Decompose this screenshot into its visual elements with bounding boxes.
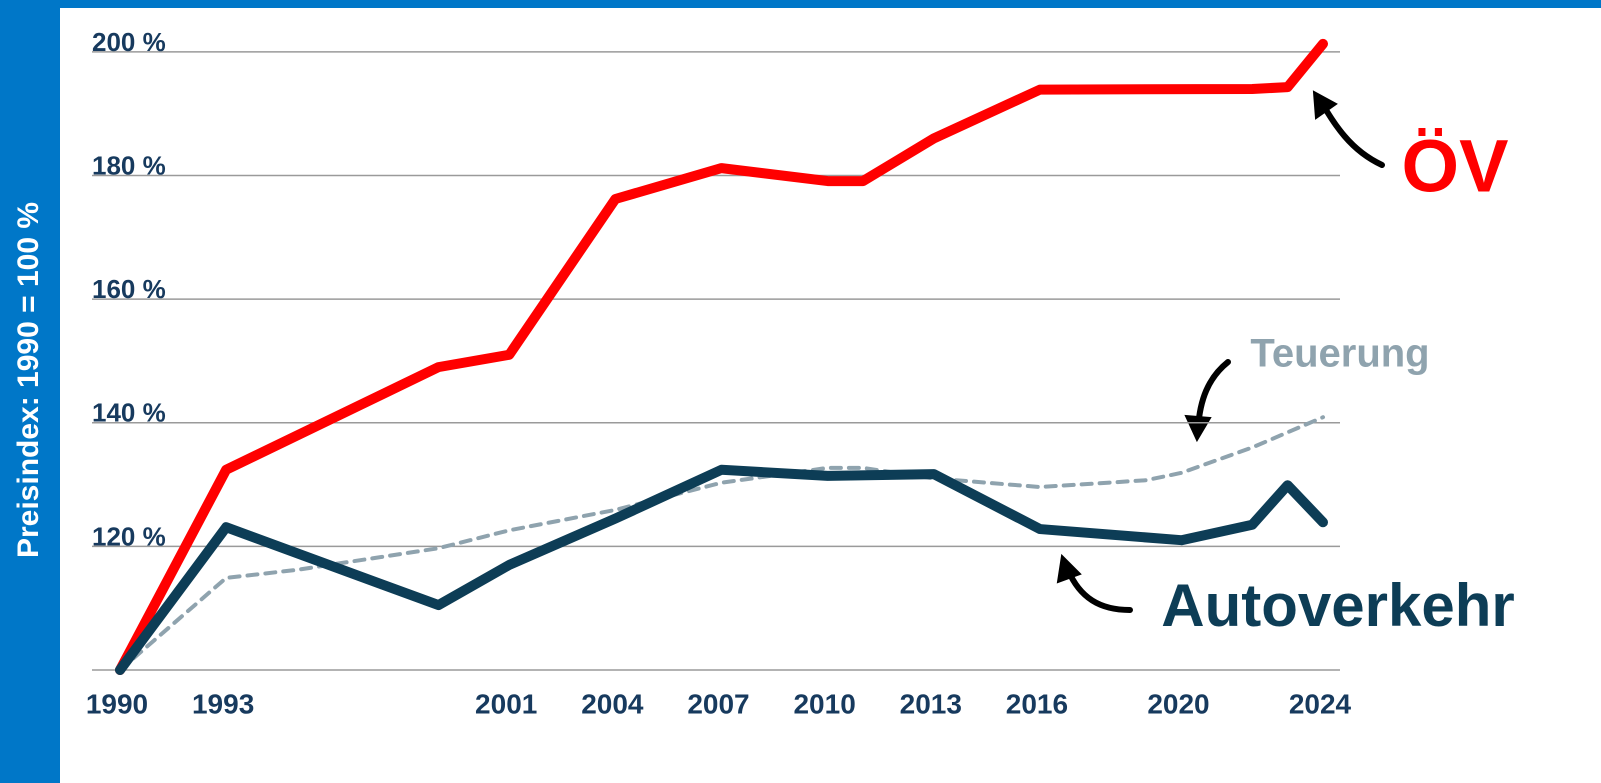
x-tick-label: 2024 bbox=[1289, 688, 1352, 719]
x-tick-label: 2016 bbox=[1006, 688, 1068, 719]
x-tick-label: 1990 bbox=[86, 688, 148, 719]
arrowhead bbox=[1056, 553, 1082, 584]
x-tick-label: 2004 bbox=[581, 688, 644, 719]
x-tick-label: 2010 bbox=[793, 688, 855, 719]
arrowhead bbox=[1312, 90, 1338, 120]
x-tick-label: 2013 bbox=[900, 688, 962, 719]
series-line bbox=[115, 464, 1328, 675]
x-tick-label: 1993 bbox=[192, 688, 254, 719]
y-tick-label: 200 % bbox=[92, 27, 166, 57]
x-tick-label: 2007 bbox=[687, 688, 749, 719]
arrows bbox=[1056, 90, 1385, 613]
y-tick-label: 140 % bbox=[92, 398, 166, 428]
series-label: Teuerung bbox=[1250, 332, 1429, 376]
y-axis-label: Preisindex: 1990 = 100 % bbox=[12, 202, 45, 558]
y-tick-label: 160 % bbox=[92, 274, 166, 304]
arrowhead bbox=[1184, 414, 1212, 443]
series-line bbox=[115, 38, 1328, 675]
series-label: Autoverkehr bbox=[1161, 572, 1514, 639]
series-label: ÖV bbox=[1402, 125, 1509, 208]
x-tick-label: 2020 bbox=[1147, 688, 1209, 719]
x-tick-label: 2001 bbox=[475, 688, 537, 719]
y-tick-label: 120 % bbox=[92, 521, 166, 551]
series-line bbox=[118, 415, 1325, 672]
plot-background bbox=[60, 8, 1601, 783]
y-tick-label: 180 % bbox=[92, 150, 166, 180]
